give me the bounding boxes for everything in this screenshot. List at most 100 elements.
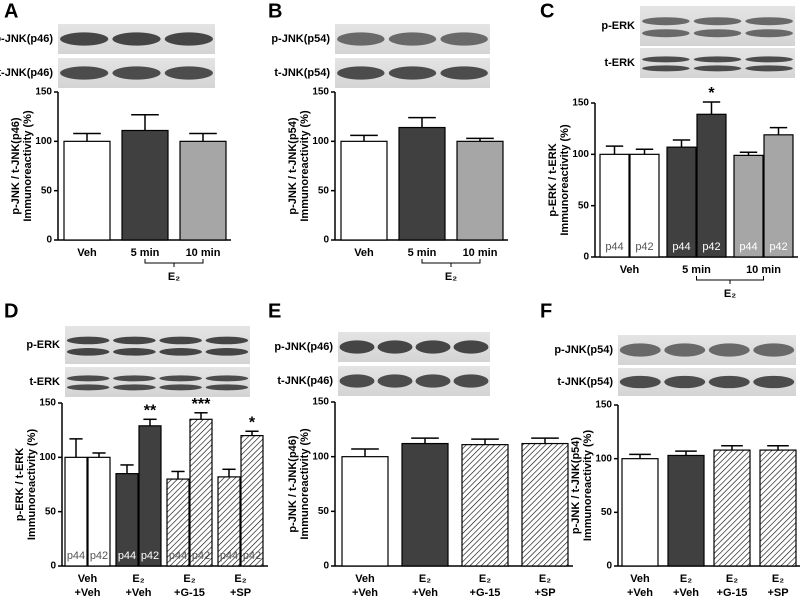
x-tick-label: +G-15 bbox=[470, 587, 501, 599]
blot-band bbox=[60, 66, 109, 80]
blot-band bbox=[745, 17, 793, 26]
x-tick-label: Veh bbox=[77, 247, 97, 259]
bar-label: p44 bbox=[118, 550, 136, 562]
y-tick-label: 50 bbox=[318, 185, 330, 196]
panel-label: D bbox=[4, 300, 18, 322]
bar-label: p42 bbox=[635, 241, 653, 253]
x-tick-label: 10 min bbox=[746, 264, 781, 276]
x-tick-label: E₂ bbox=[132, 573, 144, 585]
y-axis-label: p-JNK / t-JNK(p46) bbox=[10, 117, 22, 215]
bar bbox=[621, 458, 659, 567]
bar bbox=[456, 140, 504, 241]
bar bbox=[599, 153, 630, 258]
x-tick-label: Veh bbox=[620, 264, 640, 276]
blot-band bbox=[377, 340, 413, 354]
bar bbox=[521, 442, 569, 567]
blot-band bbox=[642, 56, 690, 63]
x-tick-label: +Veh bbox=[352, 587, 378, 599]
x-tick-label: E₂ bbox=[479, 573, 491, 585]
bar bbox=[63, 140, 111, 241]
x-tick-label: +SP bbox=[230, 587, 251, 599]
blot-band bbox=[66, 375, 110, 382]
blot-band bbox=[664, 375, 706, 389]
blot-label: p-JNK(p46) bbox=[0, 33, 53, 45]
panel-label: E bbox=[268, 300, 281, 322]
blot-bg bbox=[640, 6, 795, 46]
bar-label: p44 bbox=[739, 241, 757, 253]
x-tick-label: +G-15 bbox=[717, 587, 748, 599]
blot-label: p-ERK bbox=[601, 20, 635, 32]
blot-band bbox=[453, 374, 489, 388]
x-tick-label: Veh bbox=[354, 247, 374, 259]
blot-band bbox=[753, 375, 795, 389]
x-tick-label: 10 min bbox=[463, 247, 498, 259]
blot-band bbox=[164, 32, 213, 46]
blot-band bbox=[164, 66, 213, 80]
bar bbox=[115, 473, 139, 567]
bar bbox=[666, 146, 697, 258]
significance: * bbox=[249, 414, 256, 431]
x-tick-label: E₂ bbox=[726, 573, 738, 585]
y-tick-label: 0 bbox=[606, 561, 612, 572]
y-tick-label: 50 bbox=[41, 185, 53, 196]
bracket-label: E₂ bbox=[445, 271, 457, 283]
panel-label: B bbox=[268, 0, 282, 22]
panel-label: A bbox=[4, 0, 18, 22]
x-tick-label: +G-15 bbox=[174, 587, 205, 599]
blot-band bbox=[66, 336, 110, 345]
y-tick-label: 0 bbox=[50, 561, 56, 572]
bracket-label: E₂ bbox=[168, 271, 180, 283]
bracket bbox=[696, 276, 764, 284]
y-axis-label: Immunoreactivity (%) bbox=[22, 110, 34, 222]
x-tick-label: E₂ bbox=[772, 573, 784, 585]
blot-band bbox=[745, 65, 793, 72]
blot-bg bbox=[65, 326, 250, 364]
y-tick-label: 100 bbox=[35, 136, 52, 147]
blot-band bbox=[113, 375, 156, 382]
y-axis-label: Immunoreactivity (%) bbox=[299, 110, 311, 222]
x-tick-label: +Veh bbox=[627, 587, 653, 599]
blot-band bbox=[708, 375, 750, 389]
blot-band bbox=[66, 384, 110, 391]
x-tick-label: 5 min bbox=[131, 247, 160, 259]
x-tick-label: +SP bbox=[534, 587, 555, 599]
bar bbox=[763, 134, 794, 258]
blot-band bbox=[159, 375, 202, 382]
blot-band bbox=[337, 32, 385, 46]
blot-label: p-JNK(p46) bbox=[274, 341, 333, 353]
blot-band bbox=[339, 340, 375, 354]
blot-band bbox=[745, 56, 793, 63]
blot-band bbox=[415, 374, 451, 388]
blot-band bbox=[642, 29, 690, 38]
bar bbox=[461, 444, 509, 567]
bar bbox=[217, 476, 241, 567]
blot-band bbox=[619, 343, 661, 357]
blot-band bbox=[113, 348, 156, 356]
bracket-label: E₂ bbox=[724, 288, 736, 300]
blot-label: p-ERK bbox=[26, 339, 60, 351]
bar bbox=[629, 153, 660, 258]
y-tick-label: 50 bbox=[601, 507, 613, 518]
y-tick-label: 150 bbox=[39, 398, 56, 409]
blot-band bbox=[159, 384, 202, 391]
bracket bbox=[421, 259, 481, 267]
y-tick-label: 50 bbox=[318, 506, 330, 517]
blot-band bbox=[113, 384, 156, 391]
y-tick-label: 0 bbox=[323, 235, 329, 246]
bar bbox=[340, 140, 388, 241]
bar bbox=[713, 449, 751, 567]
blot-band bbox=[159, 336, 202, 345]
y-tick-label: 150 bbox=[312, 87, 329, 98]
blot-band bbox=[337, 66, 385, 80]
significance: * bbox=[708, 85, 715, 102]
bar bbox=[64, 456, 88, 567]
bar bbox=[138, 425, 162, 567]
blot-band bbox=[745, 29, 793, 38]
x-tick-label: E₂ bbox=[183, 573, 195, 585]
blot-band bbox=[440, 66, 488, 80]
bar-label: p42 bbox=[141, 550, 159, 562]
bar-label: p44 bbox=[67, 550, 85, 562]
bar-label: p44 bbox=[220, 550, 238, 562]
bar-label: p42 bbox=[90, 550, 108, 562]
